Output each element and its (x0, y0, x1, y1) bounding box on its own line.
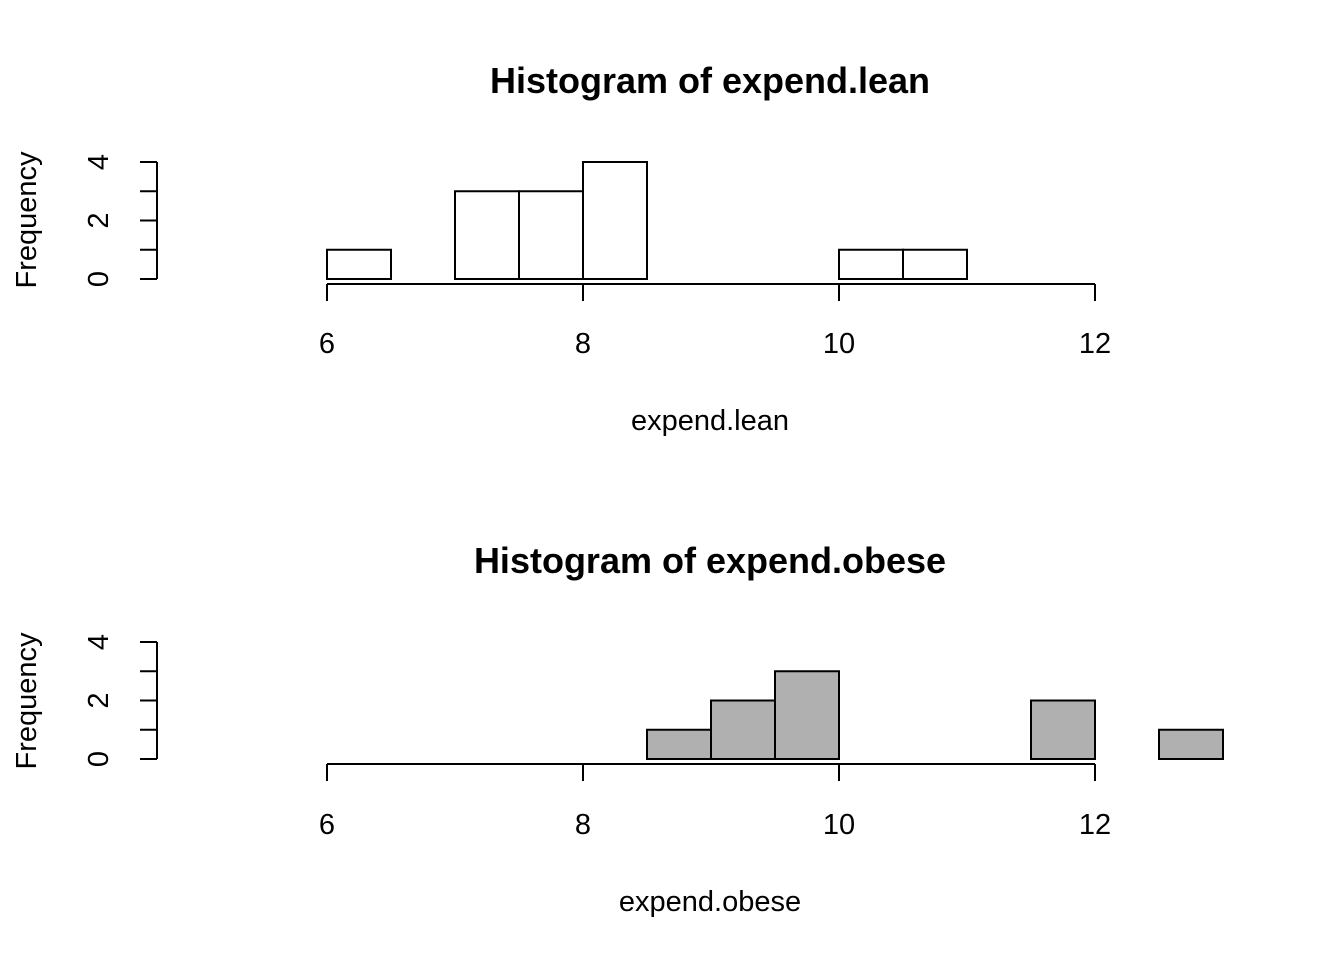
y-tick-label: 2 (83, 692, 115, 708)
histogram-bar (838, 248, 904, 280)
histogram-bar (582, 161, 648, 280)
x-tick-label: 6 (319, 809, 335, 841)
axes: 6 8 10 12 0 2 4 (83, 154, 1111, 360)
chart-title: Histogram of expend.lean (490, 60, 930, 101)
histogram-bar (1158, 728, 1224, 760)
x-tick-label: 6 (319, 328, 335, 360)
y-axis-label: Frequency (11, 632, 43, 770)
x-tick-label: 10 (823, 809, 855, 841)
x-tick-label: 10 (823, 328, 855, 360)
histogram-bar (710, 699, 776, 760)
y-tick-label: 4 (83, 634, 115, 650)
y-tick-label: 2 (83, 212, 115, 228)
x-axis-label: expend.lean (631, 405, 789, 437)
histogram-bar (454, 190, 520, 280)
histogram-bar (518, 190, 584, 280)
histogram-panel-lean: Histogram of expend.lean expend.lean Fre… (11, 60, 1111, 437)
chart-title: Histogram of expend.obese (474, 540, 946, 581)
y-axis-label: Frequency (11, 151, 43, 289)
bars (326, 161, 968, 280)
axes: 6 8 10 12 0 2 4 (83, 634, 1111, 841)
y-tick-label: 0 (83, 751, 115, 767)
y-tick-label: 4 (83, 154, 115, 170)
bars (646, 670, 1224, 760)
histogram-panel-obese: Histogram of expend.obese expend.obese F… (11, 540, 1224, 918)
histogram-bar (774, 670, 840, 760)
histogram-bar (1030, 699, 1096, 760)
x-tick-label: 12 (1079, 809, 1111, 841)
x-axis-label: expend.obese (619, 886, 801, 918)
histogram-bar (326, 248, 392, 280)
y-tick-label: 0 (83, 271, 115, 287)
histogram-bar (646, 728, 712, 760)
histogram-bar (902, 248, 968, 280)
x-tick-label: 8 (575, 809, 591, 841)
x-tick-label: 12 (1079, 328, 1111, 360)
x-tick-label: 8 (575, 328, 591, 360)
